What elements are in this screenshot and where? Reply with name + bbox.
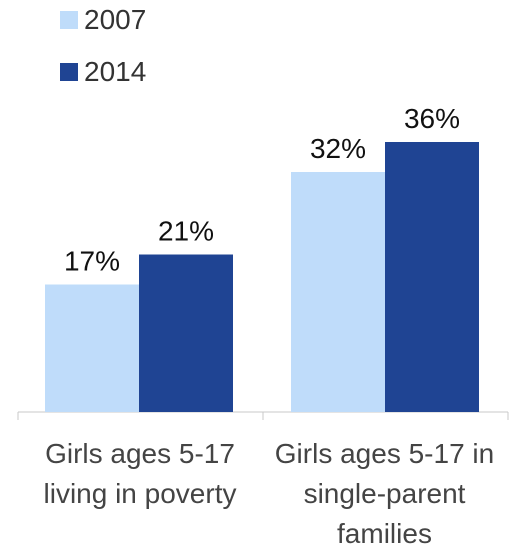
category-label-poverty: Girls ages 5-17 living in poverty bbox=[15, 434, 265, 514]
data-label-2014-0: 21% bbox=[158, 216, 214, 247]
category-label-line: families bbox=[337, 518, 432, 549]
legend-item-2014: 2014 bbox=[60, 56, 146, 88]
legend-label-2014: 2014 bbox=[84, 56, 147, 87]
bar-2007-1 bbox=[291, 172, 385, 412]
legend-label-2007: 2007 bbox=[84, 4, 147, 35]
category-label-line: living in poverty bbox=[43, 478, 237, 509]
data-label-2014-1: 36% bbox=[404, 103, 460, 134]
bar-2007-0 bbox=[45, 284, 139, 412]
legend-swatch-2007 bbox=[60, 11, 78, 29]
category-label-line: single-parent bbox=[303, 478, 466, 509]
data-label-2007-1: 32% bbox=[310, 133, 366, 164]
category-label-line: Girls ages 5-17 in bbox=[274, 438, 495, 469]
bar-2014-1 bbox=[385, 142, 479, 412]
legend-swatch-2014 bbox=[60, 63, 78, 81]
category-label-single-parent: Girls ages 5-17 in single-parent familie… bbox=[262, 434, 507, 554]
bar-2014-0 bbox=[139, 254, 233, 412]
legend: 2007 2014 bbox=[60, 4, 146, 108]
data-label-2007-0: 17% bbox=[64, 246, 120, 277]
category-label-line: Girls ages 5-17 bbox=[45, 438, 235, 469]
legend-item-2007: 2007 bbox=[60, 4, 146, 36]
